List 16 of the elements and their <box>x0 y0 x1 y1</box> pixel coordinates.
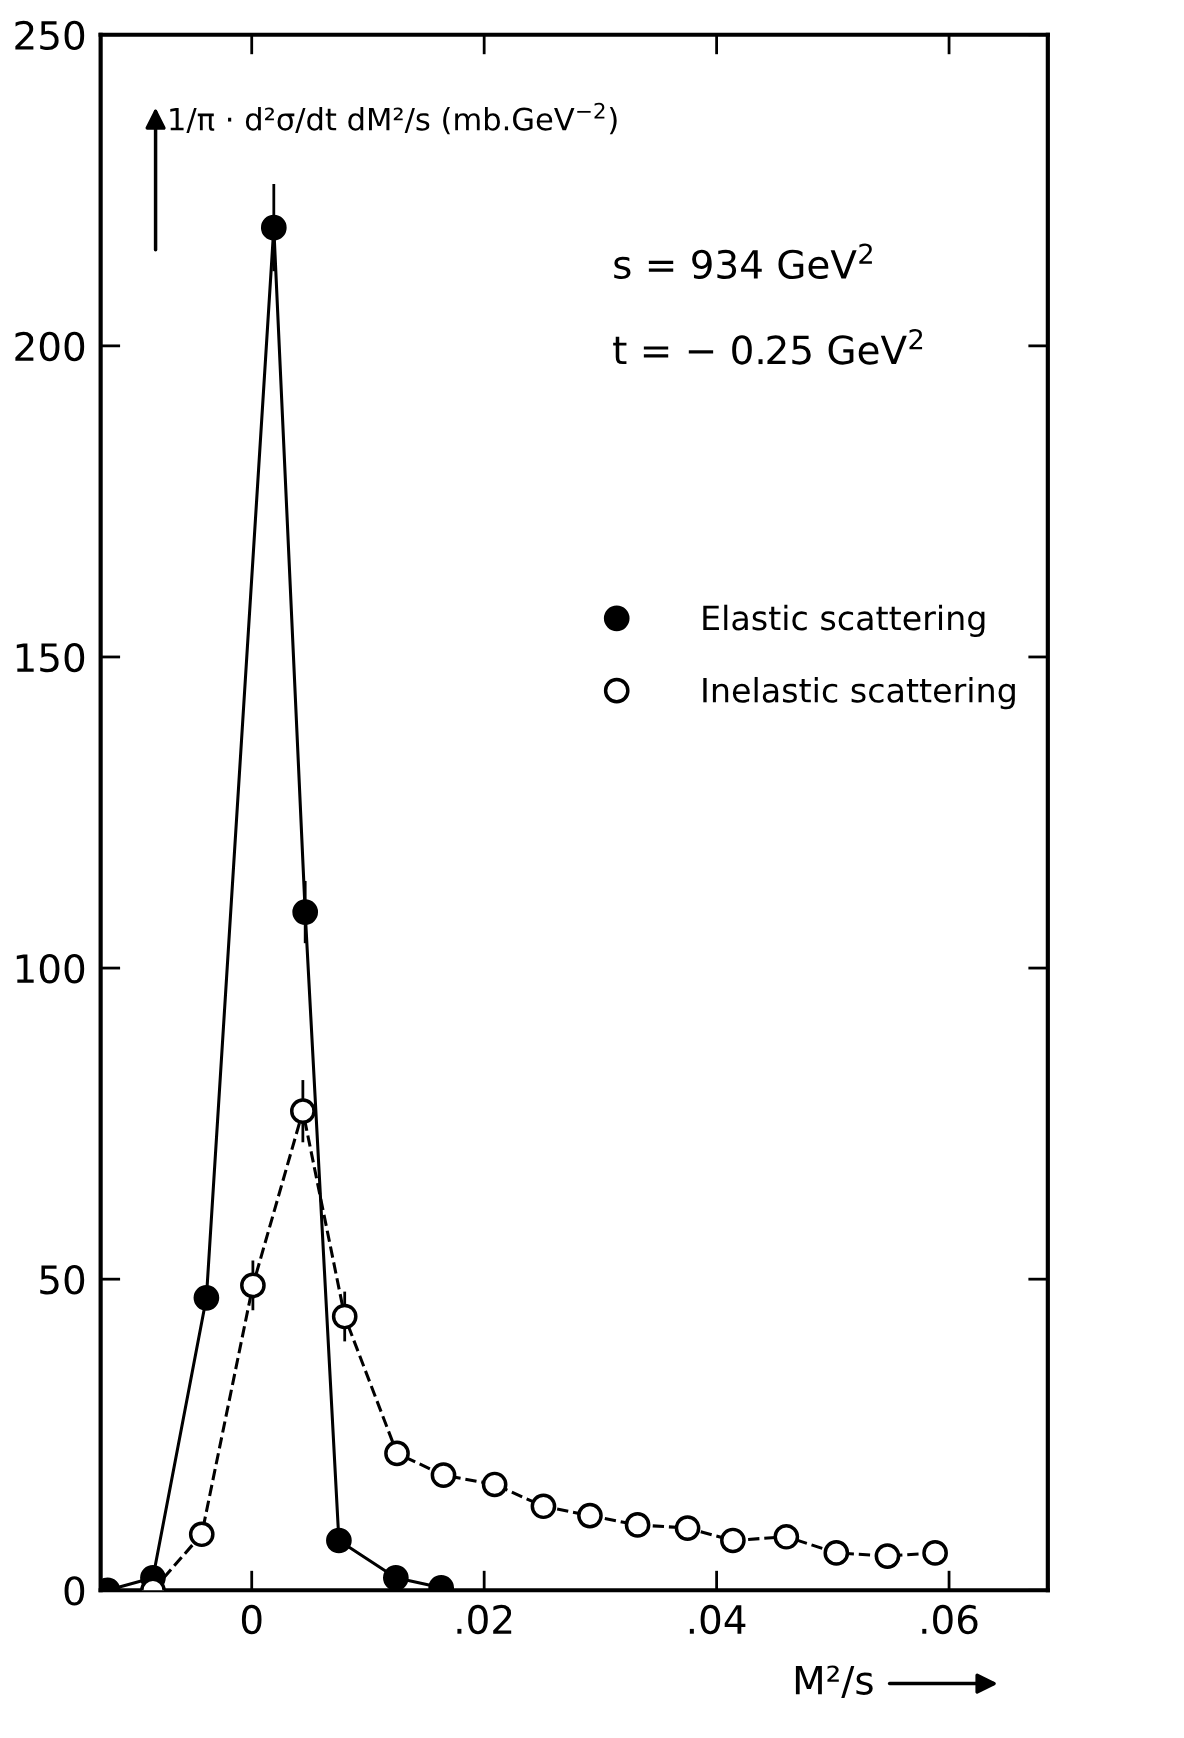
y-tick-label: 100 <box>16 953 85 984</box>
x-tick-label: .06 <box>922 1604 978 1635</box>
y-tick-label: 250 <box>15 20 85 51</box>
x-tick-label: .02 <box>457 1604 512 1635</box>
x-axis-title: M²/s <box>795 1665 873 1698</box>
x-tick-label: 0 <box>241 1604 262 1635</box>
y-tick-label: 0 <box>64 1576 85 1606</box>
x-tick-label: .04 <box>689 1604 746 1635</box>
legend-label: Inelastic scattering <box>703 676 1015 710</box>
annotation: s = 934 GeV$^{2}$ <box>614 243 872 280</box>
legend-label: Elastic scattering <box>703 604 985 637</box>
y-tick-label: 200 <box>15 331 85 362</box>
annotation: t = − 0.25 GeV$^{2}$ <box>613 328 923 365</box>
y-tick-label: 50 <box>40 1265 85 1295</box>
y-axis-title: 1/π · d²σ/dt dM²/s (mb.GeV$^{−2}$) <box>170 102 617 135</box>
y-tick-label: 150 <box>16 642 85 673</box>
